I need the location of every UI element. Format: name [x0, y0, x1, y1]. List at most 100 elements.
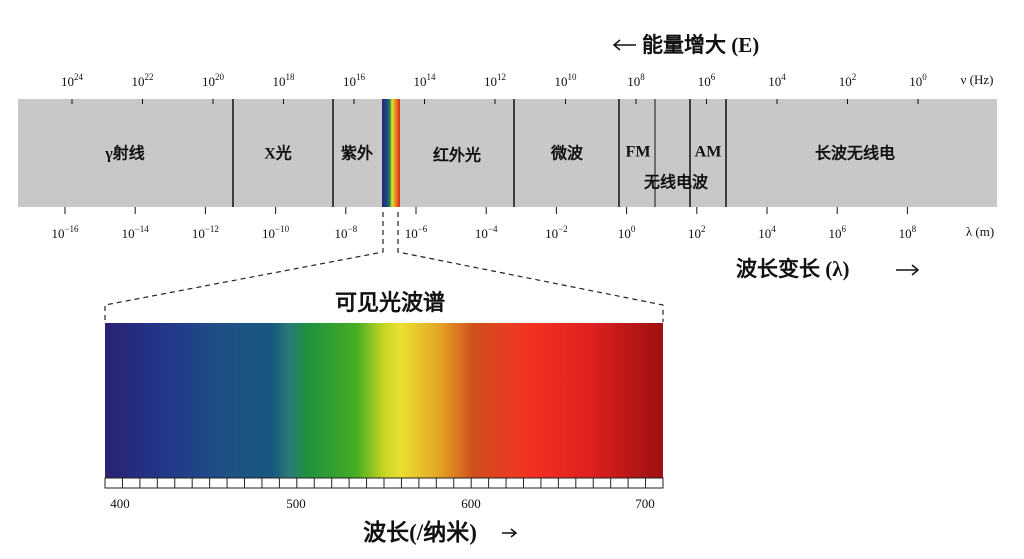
tick-label: 1014	[414, 72, 437, 89]
tick-exponent: 18	[286, 72, 296, 82]
wavelength-label: 波长变长 (λ)	[736, 257, 850, 281]
tick-base: 10	[698, 74, 711, 89]
tick-base: 10	[51, 226, 64, 241]
tick-base: 10	[627, 74, 640, 89]
axis-arrow	[502, 528, 518, 538]
tick-exponent: −2	[558, 224, 568, 234]
tick-base: 10	[122, 226, 135, 241]
tick-base: 10	[618, 226, 631, 241]
region-label: X光	[264, 144, 292, 163]
tick-label: 102	[688, 224, 706, 241]
tick-base: 10	[688, 226, 701, 241]
region-label: γ射线	[104, 144, 145, 163]
tick-base: 10	[61, 74, 74, 89]
tick-label: 1022	[132, 72, 154, 89]
tick-base: 10	[828, 226, 841, 241]
tick-base: 10	[475, 226, 488, 241]
energy-label: 能量增大 (E)	[642, 33, 759, 57]
wavelength-arrow	[896, 264, 920, 276]
visible-tick-label: 600	[461, 496, 481, 511]
zoom-lines	[104, 212, 664, 322]
visible-tick-label: 500	[286, 496, 306, 511]
tick-label: 1012	[484, 72, 506, 89]
visible-tick-label: 400	[110, 496, 130, 511]
tick-base: 10	[839, 74, 852, 89]
tick-base: 10	[192, 226, 205, 241]
tick-base: 10	[262, 226, 275, 241]
visible-strip	[382, 99, 400, 207]
tick-label: 1018	[273, 72, 296, 89]
tick-exponent: −8	[348, 224, 358, 234]
frequency-unit: ν (Hz)	[961, 72, 994, 87]
tick-label: 100	[909, 72, 927, 89]
tick-exponent: 2	[852, 72, 857, 82]
tick-exponent: 4	[781, 72, 786, 82]
radio-label: 无线电波	[643, 173, 709, 192]
tick-exponent: 8	[912, 224, 917, 234]
tick-base: 10	[202, 74, 215, 89]
tick-exponent: 6	[711, 72, 716, 82]
tick-base: 10	[405, 226, 418, 241]
tick-exponent: 2	[701, 224, 706, 234]
tick-exponent: 12	[497, 72, 506, 82]
tick-label: 104	[768, 72, 786, 89]
visible-axis-label: 波长(/纳米)	[363, 519, 477, 545]
tick-exponent: 10	[568, 72, 578, 82]
tick-label: 10−6	[405, 224, 428, 241]
tick-exponent: −12	[205, 224, 219, 234]
region-label: AM	[695, 144, 722, 161]
tick-base: 10	[758, 226, 771, 241]
tick-exponent: 4	[771, 224, 776, 234]
tick-base: 10	[899, 226, 912, 241]
region-label: 红外光	[433, 146, 481, 165]
tick-label: 108	[627, 72, 645, 89]
visible-tick-label: 700	[635, 496, 655, 511]
tick-label: 10−14	[122, 224, 150, 241]
tick-base: 10	[484, 74, 497, 89]
tick-exponent: 6	[841, 224, 846, 234]
tick-label: 1020	[202, 72, 225, 89]
tick-base: 10	[545, 226, 558, 241]
tick-label: 10−10	[262, 224, 290, 241]
tick-exponent: −16	[64, 224, 79, 234]
tick-label: 106	[698, 72, 716, 89]
tick-label: 106	[828, 224, 846, 241]
tick-exponent: 24	[74, 72, 84, 82]
tick-exponent: −10	[275, 224, 290, 234]
energy-arrow	[612, 39, 636, 51]
tick-exponent: 14	[427, 72, 437, 82]
tick-base: 10	[343, 74, 356, 89]
tick-label: 10−12	[192, 224, 219, 241]
tick-base: 10	[335, 226, 348, 241]
tick-exponent: 8	[640, 72, 645, 82]
region-dividers	[232, 99, 727, 207]
region-label: 微波	[550, 144, 584, 163]
tick-label: 1010	[555, 72, 578, 89]
tick-label: 104	[758, 224, 776, 241]
tick-label: 108	[899, 224, 917, 241]
tick-label: 1024	[61, 72, 84, 89]
visible-title: 可见光波谱	[335, 290, 445, 315]
tick-exponent: 0	[631, 224, 636, 234]
tick-label: 100	[618, 224, 636, 241]
wavelength-unit: λ (m)	[966, 224, 994, 239]
tick-exponent: 20	[215, 72, 225, 82]
tick-label: 10−8	[335, 224, 358, 241]
region-label: FM	[626, 144, 651, 161]
tick-exponent: −4	[488, 224, 498, 234]
tick-base: 10	[132, 74, 145, 89]
tick-base: 10	[414, 74, 427, 89]
spectrum-band	[18, 99, 997, 207]
tick-exponent: 16	[356, 72, 366, 82]
tick-exponent: −14	[135, 224, 150, 234]
tick-exponent: 22	[145, 72, 154, 82]
tick-label: 10−4	[475, 224, 498, 241]
region-label: 紫外	[341, 144, 373, 163]
region-label: 长波无线电	[815, 144, 895, 163]
tick-base: 10	[768, 74, 781, 89]
tick-exponent: 0	[922, 72, 927, 82]
tick-base: 10	[273, 74, 286, 89]
visible-spectrum	[105, 323, 663, 478]
tick-base: 10	[555, 74, 568, 89]
